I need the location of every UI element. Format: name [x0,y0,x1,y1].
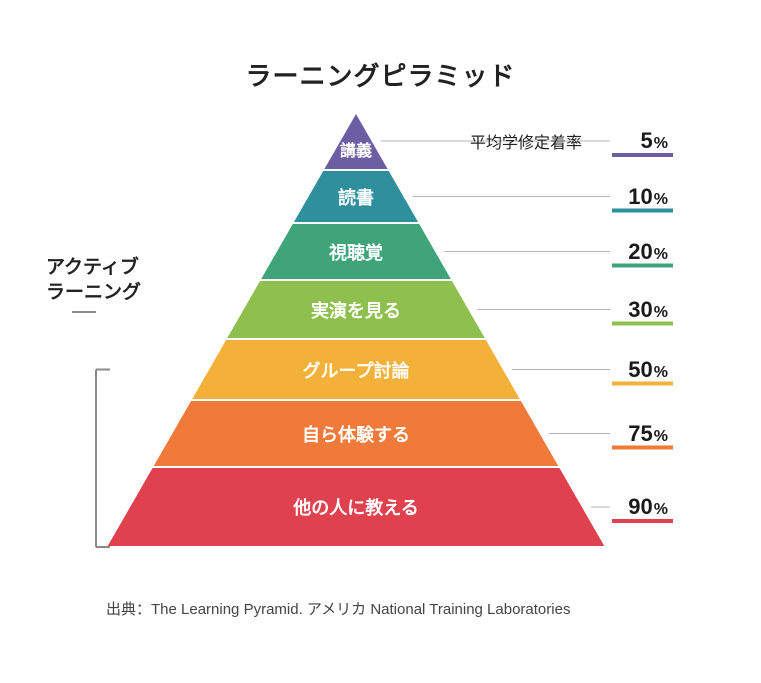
pct-value-6: 90% [0,494,668,520]
pyramid-svg [0,0,761,683]
source-citation: 出典：The Learning Pyramid. アメリカ National T… [106,598,570,619]
pct-value-1: 10% [0,184,668,210]
active-learning-label: アクティブラーニング [46,256,141,305]
pct-value-4: 50% [0,357,668,383]
retention-header-label: 平均学修定着率 [470,129,582,153]
pct-value-5: 75% [0,421,668,447]
